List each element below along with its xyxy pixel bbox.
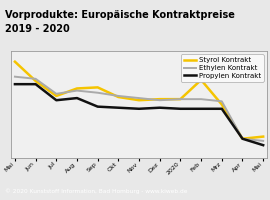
Styrol Kontrakt (137, 99, 141, 101)
Propylen Kontrakt (75, 97, 79, 99)
Propylen Kontrakt (179, 108, 182, 110)
Ethylen Kontrakt (158, 99, 161, 101)
Ethylen Kontrakt (262, 140, 265, 142)
Ethylen Kontrakt (75, 89, 79, 92)
Line: Styrol Kontrakt: Styrol Kontrakt (15, 62, 263, 139)
Styrol Kontrakt (179, 98, 182, 100)
Ethylen Kontrakt (13, 75, 16, 78)
Styrol Kontrakt (200, 79, 203, 81)
Styrol Kontrakt (158, 98, 161, 100)
Ethylen Kontrakt (137, 97, 141, 99)
Text: Vorprodukte: Europäische Kontraktpreise
2019 - 2020: Vorprodukte: Europäische Kontraktpreise … (5, 10, 235, 34)
Styrol Kontrakt (262, 135, 265, 138)
Propylen Kontrakt (13, 83, 16, 85)
Styrol Kontrakt (34, 80, 37, 82)
Styrol Kontrakt (96, 86, 99, 89)
Propylen Kontrakt (200, 108, 203, 110)
Propylen Kontrakt (262, 144, 265, 146)
Ethylen Kontrakt (55, 93, 58, 95)
Styrol Kontrakt (75, 87, 79, 90)
Ethylen Kontrakt (179, 98, 182, 100)
Legend: Styrol Kontrakt, Ethylen Kontrakt, Propylen Kontrakt: Styrol Kontrakt, Ethylen Kontrakt, Propy… (181, 54, 264, 82)
Propylen Kontrakt (34, 83, 37, 85)
Propylen Kontrakt (220, 108, 223, 110)
Ethylen Kontrakt (117, 95, 120, 97)
Styrol Kontrakt (241, 138, 244, 140)
Propylen Kontrakt (158, 107, 161, 109)
Text: © 2020 Kunststoff Information, Bad Homburg - www.kiweb.de: © 2020 Kunststoff Information, Bad Hombu… (5, 188, 188, 194)
Line: Propylen Kontrakt: Propylen Kontrakt (15, 84, 263, 145)
Propylen Kontrakt (117, 107, 120, 109)
Ethylen Kontrakt (96, 92, 99, 94)
Ethylen Kontrakt (241, 138, 244, 140)
Ethylen Kontrakt (34, 78, 37, 80)
Styrol Kontrakt (117, 96, 120, 98)
Styrol Kontrakt (13, 60, 16, 63)
Propylen Kontrakt (241, 138, 244, 140)
Styrol Kontrakt (220, 103, 223, 106)
Ethylen Kontrakt (200, 98, 203, 100)
Styrol Kontrakt (55, 95, 58, 97)
Propylen Kontrakt (137, 108, 141, 110)
Ethylen Kontrakt (220, 100, 223, 102)
Propylen Kontrakt (55, 99, 58, 101)
Propylen Kontrakt (96, 105, 99, 108)
Line: Ethylen Kontrakt: Ethylen Kontrakt (15, 77, 263, 141)
